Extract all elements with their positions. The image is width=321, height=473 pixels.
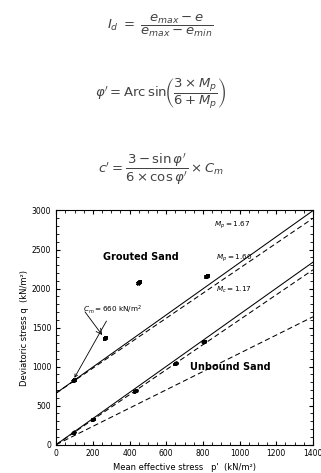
Text: $M_p = 1.67$: $M_p = 1.67$ [214, 219, 250, 230]
Text: $M_p = 1.60$: $M_p = 1.60$ [216, 253, 252, 264]
Text: $I_d\;=\;\dfrac{e_{max} - e}{e_{max} - e_{min}}$: $I_d\;=\;\dfrac{e_{max} - e}{e_{max} - e… [107, 13, 214, 39]
Text: $c' = \dfrac{3 - \sin\varphi'}{6 \times \cos\varphi'} \times C_m$: $c' = \dfrac{3 - \sin\varphi'}{6 \times … [98, 152, 223, 187]
Text: $\varphi' = \mathrm{Arc\,sin}\!\left(\dfrac{3 \times M_p}{6 + M_p}\right)$: $\varphi' = \mathrm{Arc\,sin}\!\left(\df… [95, 77, 226, 111]
Text: Unbound Sand: Unbound Sand [190, 362, 271, 372]
X-axis label: Mean effective stress   p'  (kN/m²): Mean effective stress p' (kN/m²) [113, 463, 256, 472]
Text: Grouted Sand: Grouted Sand [103, 252, 179, 263]
Y-axis label: Deviatoric stress q  (kN/m²): Deviatoric stress q (kN/m²) [20, 270, 29, 385]
Text: $C_m = 660\ \mathrm{kN/m^2}$: $C_m = 660\ \mathrm{kN/m^2}$ [75, 303, 143, 377]
Text: $M_c = 1.17$: $M_c = 1.17$ [216, 285, 251, 295]
